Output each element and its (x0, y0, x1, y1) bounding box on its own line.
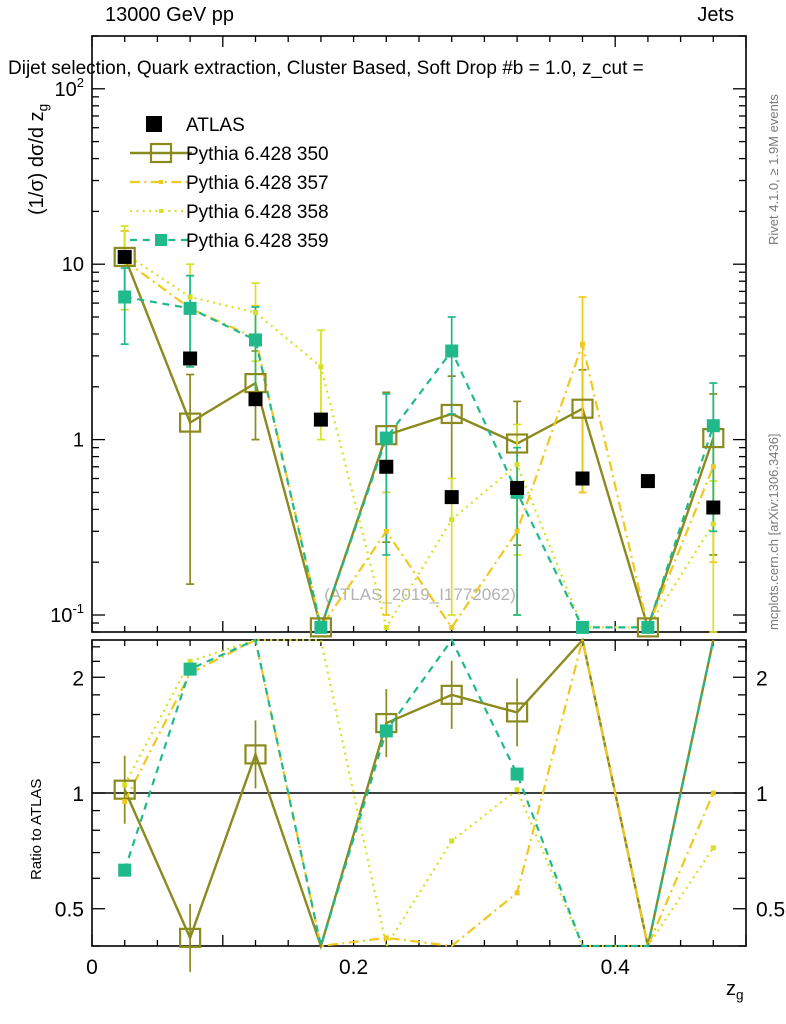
y-tick-label-main: 10-1 (50, 601, 84, 627)
marker-open-square-main (309, 617, 332, 638)
y-tick-label-ratio: 2 (72, 667, 84, 690)
marker-dot-ratio (514, 890, 520, 896)
marker-dot-main (514, 462, 520, 468)
marker-filled-square-main (183, 301, 197, 315)
marker-dot-ratio (514, 787, 520, 793)
series-line-ratio (123, 638, 715, 950)
marker-filled-square-main (314, 620, 328, 634)
legend-marker-dot (159, 180, 163, 184)
marker-open-square-main (244, 372, 267, 394)
marker-filled-square-main (641, 620, 655, 634)
marker-open-square-ratio (506, 702, 529, 723)
marker-dot-main (253, 310, 258, 316)
marker-open-square-main (179, 412, 202, 433)
y-tick-label-ratio-right: 2 (756, 667, 768, 690)
header-right: Jets (697, 4, 734, 26)
y-tick-label-ratio: 0.5 (55, 899, 84, 922)
marker-atlas-main (183, 351, 198, 366)
x-tick-label: 0.4 (601, 956, 631, 979)
marker-filled-square-ratio (379, 724, 393, 738)
y-tick-label-ratio-right: 0.5 (756, 899, 785, 922)
marker-open-square-ratio (244, 744, 267, 765)
marker-dot-main (580, 341, 585, 347)
legend-label: Pythia 6.428 359 (186, 231, 329, 252)
legend-marker-filled-square (155, 234, 167, 246)
marker-atlas-main (640, 474, 655, 489)
legend-label: ATLAS (186, 115, 245, 136)
marker-filled-square-ratio (183, 662, 197, 676)
marker-filled-square-main (379, 431, 393, 445)
marker-atlas-main (706, 500, 721, 515)
marker-atlas-main (313, 412, 328, 427)
marker-atlas-main (444, 490, 459, 505)
marker-open-square-ratio (440, 684, 463, 705)
marker-dot-main (710, 521, 716, 527)
legend-marker-dot (159, 209, 163, 213)
marker-open-square-main (113, 246, 136, 268)
marker-filled-square-ratio (118, 863, 132, 877)
x-tick-label: 0.2 (339, 956, 368, 979)
marker-dot-ratio (710, 790, 716, 796)
series-line-ratio (123, 637, 715, 951)
watermark: (ATLAS_2019_I1772062) (324, 585, 516, 604)
legend-label: Pythia 6.428 357 (186, 173, 329, 194)
marker-atlas-main (117, 249, 132, 264)
marker-filled-square-main (249, 333, 262, 347)
marker-dot-main (383, 528, 389, 534)
x-tick-label: 0 (86, 956, 98, 979)
marker-dot-main (514, 528, 520, 534)
legend-label: Pythia 6.428 350 (186, 144, 329, 165)
series-line-ratio (123, 638, 715, 949)
y-tick-label-main: 10 (62, 254, 84, 276)
marker-open-square-main (571, 398, 594, 419)
marker-dot-main (449, 624, 455, 630)
series-line-main (124, 252, 715, 631)
y-tick-label-main: 1 (73, 430, 84, 452)
marker-dot-ratio (122, 799, 128, 805)
header-left: 13000 GeV pp (105, 4, 234, 26)
marker-dot-ratio (449, 838, 455, 844)
plot-title: Dijet selection, Quark extraction, Clust… (8, 58, 644, 79)
marker-dot-ratio (710, 845, 716, 851)
marker-dot-main (187, 294, 193, 300)
y-tick-label-main: 102 (55, 75, 84, 101)
marker-dot-ratio (383, 935, 389, 941)
legend-marker-open-square (149, 142, 173, 164)
series-line-main (123, 256, 715, 632)
marker-open-square-main (636, 617, 660, 638)
series-line-main (124, 259, 715, 632)
marker-filled-square-main (576, 620, 589, 634)
legend-marker-atlas (146, 116, 162, 132)
marker-atlas-main (575, 471, 590, 486)
marker-open-square-ratio (179, 927, 202, 948)
x-axis-label: zg (726, 978, 744, 1003)
marker-filled-square-main (118, 290, 132, 304)
marker-open-square-ratio (113, 779, 136, 800)
marker-dot-main (383, 624, 389, 630)
marker-filled-square-main (445, 344, 459, 358)
marker-open-square-main (506, 433, 529, 454)
marker-atlas-main (248, 392, 263, 407)
y-tick-label-ratio: 1 (72, 783, 84, 806)
marker-dot-main (710, 464, 716, 470)
marker-filled-square-ratio (510, 767, 524, 781)
marker-dot-main (318, 364, 324, 370)
legend-label: Pythia 6.428 358 (186, 202, 329, 223)
marker-atlas-main (379, 459, 394, 474)
series-line-main (124, 295, 715, 632)
marker-filled-square-main (706, 419, 720, 433)
marker-open-square-main (440, 403, 463, 425)
y-tick-label-ratio-right: 1 (756, 783, 768, 806)
marker-dot-main (449, 517, 455, 523)
marker-dot-ratio (122, 782, 128, 788)
marker-atlas-main (510, 480, 525, 495)
